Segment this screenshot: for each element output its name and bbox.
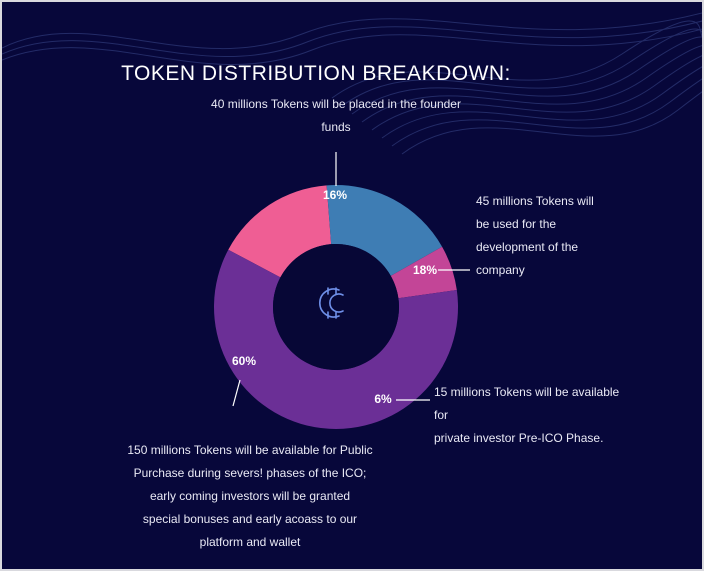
annotation-line: private investor Pre-ICO Phase.	[434, 431, 604, 445]
annotation-line: company	[476, 263, 525, 277]
donut-slice-development	[326, 185, 443, 276]
donut-slice-private	[390, 246, 457, 299]
annotation-line: early coming investors will be granted	[149, 489, 351, 503]
slice-label-development: 18%	[413, 263, 437, 277]
crypto-coin-icon	[319, 287, 344, 319]
slice-label-private: 6%	[374, 392, 392, 406]
annotation-line: 15 millions Tokens will be available for	[434, 385, 620, 422]
annotation-private-investor: 15 millions Tokens will be available for…	[434, 381, 634, 450]
annotation-development: 45 millions Tokens will be used for the …	[476, 190, 606, 282]
annotation-line: development of the	[476, 240, 579, 254]
leader-lines	[232, 152, 470, 407]
annotation-line: funds	[321, 120, 351, 134]
donut-slice-public	[213, 249, 458, 429]
donut-hole	[273, 244, 399, 370]
annotation-line: be used for the	[476, 217, 557, 231]
chart-title: TOKEN DISTRIBUTION BREAKDOWN:	[121, 62, 511, 85]
donut-slice-founder	[228, 185, 332, 278]
slice-label-public: 60%	[232, 354, 256, 368]
slice-labels: 16% 18% 6% 60%	[232, 188, 437, 406]
annotation-line: 40 millions Tokens will be placed in the…	[211, 97, 461, 111]
annotation-line: 45 millions Tokens will	[476, 194, 594, 208]
annotation-line: special bonuses and early acoass to our	[142, 512, 358, 526]
annotation-public-purchase: 150 millions Tokens will be available fo…	[120, 439, 380, 554]
annotation-line: 150 millions Tokens will be available fo…	[127, 443, 373, 457]
donut-slices	[213, 185, 458, 429]
leader-line-public	[232, 379, 241, 407]
slice-label-founder: 16%	[323, 188, 347, 202]
annotation-line: Purchase during severs! phases of the IC…	[133, 466, 367, 480]
annotation-line: platform and wallet	[199, 535, 301, 549]
annotation-founder-funds: 40 millions Tokens will be placed in the…	[206, 93, 466, 139]
